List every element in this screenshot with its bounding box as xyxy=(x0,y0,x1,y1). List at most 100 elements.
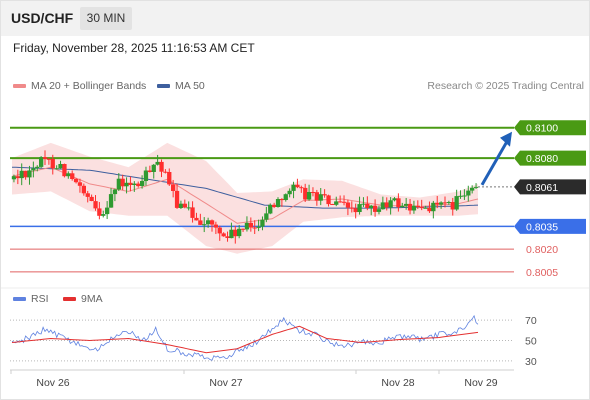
candle-body xyxy=(105,207,110,215)
candle-body xyxy=(217,227,222,234)
level-tag-2 xyxy=(514,179,586,195)
legend-ma20: MA 20 + Bollinger Bands xyxy=(13,80,146,92)
candle-body xyxy=(97,208,102,216)
level-tag-1 xyxy=(514,150,586,166)
candle-body xyxy=(473,186,479,188)
rsi-tick-50: 50 xyxy=(525,336,537,348)
candle-body xyxy=(225,236,230,238)
candle-body xyxy=(322,194,327,196)
legend-rsi-label: RSI xyxy=(31,293,49,305)
ma20-swatch xyxy=(13,84,26,89)
candle-body xyxy=(287,190,292,195)
candle-body xyxy=(140,181,145,186)
candle-body xyxy=(221,233,226,237)
candle-body xyxy=(299,187,304,189)
candle-body xyxy=(303,187,308,200)
level-label-3: 0.8035 xyxy=(526,221,558,233)
candle-body xyxy=(400,205,405,208)
candle-body xyxy=(116,178,121,190)
candle-body xyxy=(431,202,436,212)
rsi-tick-30: 30 xyxy=(525,356,537,368)
candle-body xyxy=(404,203,409,206)
candle-body xyxy=(66,173,71,177)
candle-body xyxy=(338,201,343,203)
candle-body xyxy=(462,195,467,197)
candle-body xyxy=(19,170,24,179)
candle-body xyxy=(407,203,413,211)
legend-rsi-ma: 9MA xyxy=(63,293,103,305)
candle-body xyxy=(136,183,141,187)
candle-body xyxy=(373,205,378,212)
candle-body xyxy=(39,157,44,167)
level-label-1: 0.8080 xyxy=(526,153,558,165)
candle-body xyxy=(70,173,75,179)
rsi-swatch xyxy=(13,297,26,302)
candle-body xyxy=(283,194,288,200)
timeframe-button[interactable]: 30 MIN xyxy=(80,7,132,30)
bollinger-band xyxy=(12,142,478,254)
candle-body xyxy=(42,157,48,159)
candle-body xyxy=(54,168,59,170)
candle-body xyxy=(427,207,432,212)
level-tag-0 xyxy=(514,120,586,136)
candle-body xyxy=(89,196,94,201)
candle-body xyxy=(190,207,195,218)
candle-body xyxy=(345,202,351,208)
candle-body xyxy=(275,199,281,207)
candle-body xyxy=(194,217,199,221)
candle-body xyxy=(85,193,90,197)
candle-body xyxy=(306,192,312,200)
candle-body xyxy=(450,202,455,210)
candle-body xyxy=(81,185,86,194)
candle-body xyxy=(35,166,40,169)
forecast-arrow-head xyxy=(500,131,512,147)
candle-body xyxy=(435,202,440,205)
candle-body xyxy=(353,208,358,213)
candle-body xyxy=(182,203,187,208)
candle-body xyxy=(388,200,393,208)
candle-body xyxy=(213,224,218,228)
candle-body xyxy=(252,227,257,229)
candle-body xyxy=(248,222,253,228)
candle-body xyxy=(279,199,285,201)
candle-body xyxy=(58,164,63,169)
candle-body xyxy=(23,170,28,178)
rsi-tick-70: 70 xyxy=(525,315,537,327)
candle-body xyxy=(62,164,67,177)
candle-body xyxy=(361,203,366,205)
candle-body xyxy=(357,204,362,212)
candle-body xyxy=(264,213,269,220)
rsi-ma-line xyxy=(11,325,479,354)
rsi-ma-swatch xyxy=(63,297,76,302)
x-tick-3: Nov 29 xyxy=(464,377,497,389)
level-label-5: 0.8005 xyxy=(526,267,558,279)
legend-ma50-label: MA 50 xyxy=(175,80,205,92)
candle-body xyxy=(143,170,149,181)
candle-body xyxy=(77,182,83,186)
legend-rsi: RSI xyxy=(13,293,49,305)
candle-body xyxy=(229,229,234,239)
candle-body xyxy=(237,228,242,237)
candle-body xyxy=(376,209,382,212)
level-label-0: 0.8100 xyxy=(526,123,558,135)
candle-body xyxy=(112,189,118,195)
legend-ma50: MA 50 xyxy=(157,80,205,92)
candle-body xyxy=(147,170,152,172)
candle-body xyxy=(233,229,238,237)
candle-body xyxy=(151,164,156,172)
candle-body xyxy=(392,198,397,201)
candle-body xyxy=(198,220,203,225)
legend-rsi-ma-label: 9MA xyxy=(81,293,103,305)
candle-body xyxy=(365,203,370,208)
candle-body xyxy=(178,203,184,208)
candle-body xyxy=(27,170,32,178)
candle-body xyxy=(326,195,331,205)
x-tick-1: Nov 27 xyxy=(209,377,242,389)
candle-body xyxy=(415,205,420,208)
x-tick-2: Nov 28 xyxy=(381,377,414,389)
level-label-2: 0.8061 xyxy=(526,182,558,194)
candle-body xyxy=(446,202,451,203)
candle-body xyxy=(93,201,98,209)
candle-body xyxy=(209,220,215,225)
